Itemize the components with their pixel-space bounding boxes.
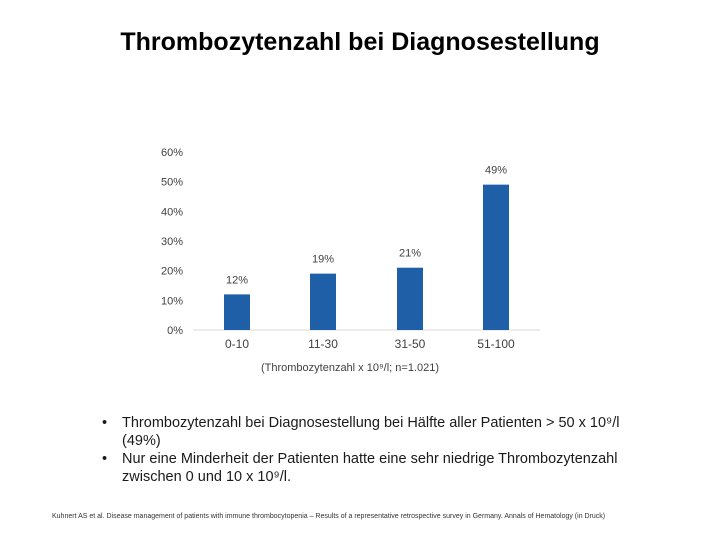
chart-title: Thrombozytenzahl bei Diagnosestellung — [120, 28, 600, 56]
data-label: 19% — [312, 254, 334, 266]
data-label: 12% — [226, 274, 248, 286]
bullet-item: • Thrombozytenzahl bei Diagnosestellung … — [96, 414, 656, 450]
y-tick-label: 60% — [161, 147, 183, 159]
bar — [224, 294, 250, 330]
y-tick-label: 40% — [161, 206, 183, 218]
y-tick-label: 30% — [161, 236, 183, 248]
y-tick-label: 10% — [161, 295, 183, 307]
bar-chart: 0% 10% 20% 30% 40% 50% 60% 12% 19% 21% 49% 0-10 11… — [161, 147, 540, 351]
bullet-text: Nur eine Minderheit der Patienten hatte … — [122, 451, 618, 485]
category-label: 31-50 — [395, 337, 426, 351]
category-label: 11-30 — [308, 337, 338, 351]
x-axis-label: (Thrombozytenzahl x 10⁹/l; n=1.021) — [260, 362, 440, 374]
y-tick-label: 50% — [161, 177, 183, 189]
bullet-text: Thrombozytenzahl bei Diagnosestellung be… — [122, 415, 620, 449]
bullet-item: • Nur eine Minderheit der Patienten hatt… — [96, 450, 656, 486]
y-tick-label: 20% — [161, 266, 183, 278]
category-label: 0-10 — [225, 337, 249, 351]
bullet-symbol: • — [102, 451, 108, 467]
data-label: 21% — [399, 248, 421, 260]
bullet-symbol: • — [102, 415, 108, 431]
footnote: Kuhnert AS et al. Disease management of … — [52, 513, 606, 520]
bar — [310, 273, 336, 330]
y-tick-label: 0% — [167, 325, 183, 337]
bullet-list: • Thrombozytenzahl bei Diagnosestellung … — [96, 414, 656, 486]
data-label: 49% — [485, 165, 507, 177]
bar — [397, 267, 423, 330]
category-label: 51-100 — [477, 337, 515, 351]
bar — [483, 184, 509, 330]
